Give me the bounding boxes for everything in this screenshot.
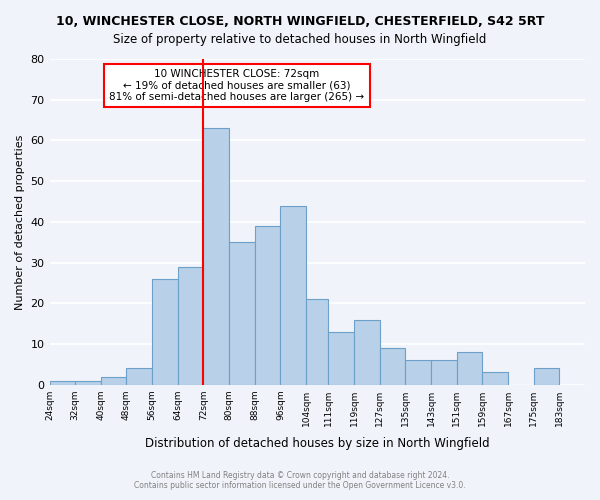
Bar (127, 368, 152, 384)
Text: Contains HM Land Registry data © Crown copyright and database right 2024.
Contai: Contains HM Land Registry data © Crown c… (134, 470, 466, 490)
Bar (255, 226, 280, 384)
Bar (431, 360, 457, 384)
Bar (75, 380, 101, 384)
Bar (482, 372, 508, 384)
Text: 10 WINCHESTER CLOSE: 72sqm
← 19% of detached houses are smaller (63)
81% of semi: 10 WINCHESTER CLOSE: 72sqm ← 19% of deta… (109, 69, 365, 102)
Bar (354, 320, 380, 384)
Bar (380, 348, 406, 385)
Bar (229, 242, 255, 384)
Bar (328, 332, 354, 384)
Bar (280, 206, 306, 384)
Bar (306, 299, 328, 384)
X-axis label: Distribution of detached houses by size in North Wingfield: Distribution of detached houses by size … (145, 437, 490, 450)
Bar (101, 376, 127, 384)
Bar (152, 279, 178, 384)
Bar (178, 266, 203, 384)
Y-axis label: Number of detached properties: Number of detached properties (15, 134, 25, 310)
Bar (457, 352, 482, 384)
Text: 10, WINCHESTER CLOSE, NORTH WINGFIELD, CHESTERFIELD, S42 5RT: 10, WINCHESTER CLOSE, NORTH WINGFIELD, C… (56, 15, 544, 28)
Bar (533, 368, 559, 384)
Bar (406, 360, 431, 384)
Bar (203, 128, 229, 384)
Text: Size of property relative to detached houses in North Wingfield: Size of property relative to detached ho… (113, 32, 487, 46)
Bar (50, 380, 75, 384)
